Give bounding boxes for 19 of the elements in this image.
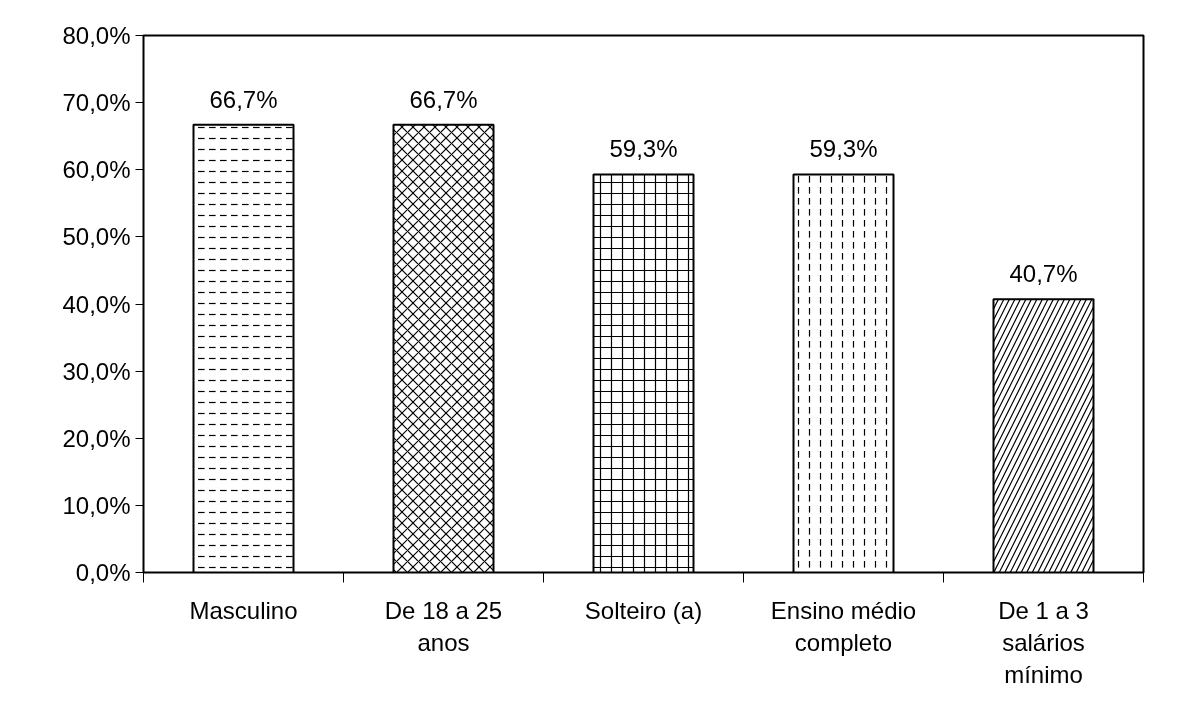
x-tick-label: De 18 a 25 anos [384,596,503,656]
data-label: 66,7% [209,85,278,113]
x-tick-label: Masculino [189,596,298,624]
y-tick-label: 10,0% [62,491,131,519]
x-tick-label: Ensino médio completo [770,596,917,656]
y-tick-label: 70,0% [62,89,131,117]
x-tick-label: De 1 a 3 salários mínimo [998,596,1089,689]
y-tick-label: 80,0% [62,22,131,49]
y-tick-label: 60,0% [62,156,131,184]
x-tick-label: Solteiro (a) [584,596,703,624]
data-label: 59,3% [609,135,678,163]
y-tick-label: 30,0% [62,357,131,385]
y-tick-label: 20,0% [62,424,131,452]
y-tick-label: 50,0% [62,223,131,251]
data-label: 59,3% [809,135,878,163]
y-tick-label: 40,0% [62,290,131,318]
y-tick-label: 0,0% [75,559,131,586]
data-label: 66,7% [409,85,478,113]
data-label: 40,7% [1009,260,1078,288]
